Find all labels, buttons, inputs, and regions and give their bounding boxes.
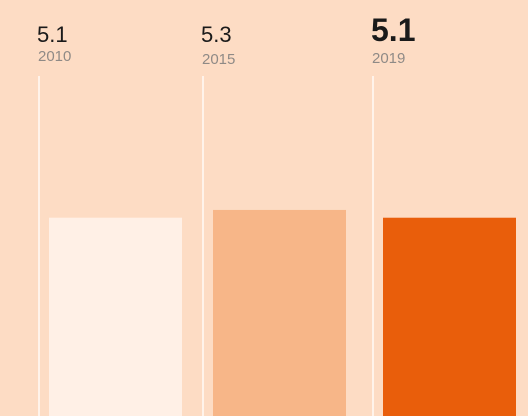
bar [383, 217, 516, 416]
bar [49, 217, 182, 416]
bar [213, 209, 346, 416]
value-label: 5.1 [37, 22, 68, 47]
year-label: 2010 [38, 48, 71, 65]
year-label: 2015 [202, 51, 235, 68]
year-label: 2019 [372, 50, 405, 67]
value-label: 5.1 [371, 12, 415, 48]
value-label: 5.3 [201, 22, 232, 47]
